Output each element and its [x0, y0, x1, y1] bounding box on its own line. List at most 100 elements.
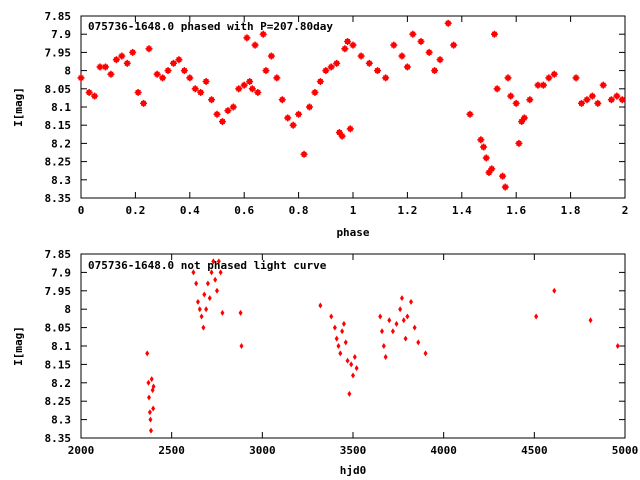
data-point — [382, 74, 390, 82]
data-point — [148, 427, 153, 434]
data-point — [450, 41, 458, 49]
data-point — [209, 269, 214, 276]
data-point — [477, 136, 485, 144]
data-point — [300, 150, 308, 158]
data-point — [146, 379, 151, 386]
data-point — [349, 41, 357, 49]
y-axis-label: I[mag] — [12, 326, 25, 366]
data-point — [550, 70, 558, 78]
data-point — [409, 30, 417, 38]
data-point — [204, 306, 209, 313]
data-point — [205, 280, 210, 287]
data-point — [202, 291, 207, 298]
phased-light-curve-chart: 0 0.2 0.4 0.6 0.8 1 1.2 1.4 1.6 1.8 2 7.85 7.9 7.95 8… — [12, 10, 628, 239]
data-point — [251, 41, 259, 49]
data-point — [488, 165, 496, 173]
data-point — [175, 56, 183, 64]
y-tick-label: 8.25 — [45, 156, 72, 169]
data-point — [101, 63, 109, 71]
data-point — [224, 107, 232, 115]
data-point — [381, 343, 386, 349]
x-tick-label: 0.6 — [234, 204, 254, 217]
y-axis-label: I[mag] — [12, 87, 25, 127]
data-point — [273, 74, 281, 82]
data-point — [220, 309, 225, 316]
x-tick-label: 1.8 — [561, 204, 581, 217]
data-point — [215, 287, 219, 294]
data-point — [599, 81, 607, 89]
data-point — [278, 96, 286, 104]
y-tick-label: 7.95 — [45, 285, 72, 298]
data-point — [164, 67, 172, 75]
y-tick-label: 8.2 — [51, 137, 71, 150]
data-point — [390, 41, 398, 49]
data-point — [338, 132, 346, 140]
data-point — [338, 350, 343, 357]
data-point — [267, 52, 275, 60]
chart-title: 075736-1648.0 phased with P=207.80day — [88, 20, 333, 33]
data-point — [343, 339, 348, 346]
data-point — [403, 63, 411, 71]
data-point — [327, 63, 335, 71]
data-point — [613, 92, 621, 100]
data-point — [207, 295, 212, 302]
y-tick-label: 8.1 — [51, 101, 71, 114]
unphased-light-curve-chart: 2000 2500 3000 3500 4000 4500 5000 7.85 7.9 7.95… — [12, 248, 638, 477]
data-point — [501, 183, 509, 191]
y-tick-label: 8.05 — [45, 322, 72, 335]
data-point — [229, 103, 237, 111]
data-point — [594, 99, 602, 107]
data-point — [409, 298, 414, 305]
data-point — [202, 78, 210, 86]
data-point — [394, 320, 399, 327]
data-point — [145, 350, 150, 357]
data-point — [398, 306, 403, 313]
data-point — [344, 37, 352, 45]
data-point — [515, 139, 523, 147]
y-tick-label: 7.85 — [45, 10, 72, 23]
y-axis-ticks: 7.85 7.9 7.95 8 8.05 8.1 8.15 8.2 8.25 8.3 8.35 — [45, 248, 625, 445]
y-tick-label: 8.2 — [51, 377, 71, 390]
data-point — [295, 110, 303, 118]
data-point — [259, 30, 267, 38]
data-point — [129, 48, 137, 56]
data-point — [334, 335, 339, 342]
data-point — [357, 52, 365, 60]
data-point — [539, 81, 547, 89]
data-point — [213, 276, 218, 283]
data-point — [248, 85, 256, 93]
data-point — [145, 45, 153, 53]
data-point — [213, 110, 221, 118]
data-point — [618, 96, 626, 104]
data-point — [336, 343, 341, 349]
y-tick-label: 8.35 — [45, 432, 72, 445]
data-point — [346, 125, 354, 133]
y-axis-ticks: 7.85 7.9 7.95 8 8.05 8.1 8.15 8.2 8.25 8.3 8.35 — [45, 10, 625, 205]
data-point — [607, 96, 615, 104]
data-point — [332, 324, 337, 331]
data-point — [493, 85, 501, 93]
x-axis-label: hjd0 — [340, 464, 367, 477]
data-point — [383, 354, 388, 361]
data-point — [262, 67, 270, 75]
data-point — [153, 70, 161, 78]
data-points — [145, 258, 620, 434]
x-axis-label: phase — [336, 226, 369, 239]
data-point — [588, 92, 596, 100]
data-point — [107, 70, 115, 78]
data-point — [186, 74, 194, 82]
x-axis-ticks: 2000 2500 3000 3500 4000 4500 5000 — [68, 254, 638, 457]
x-tick-label: 2000 — [68, 444, 95, 457]
data-point — [199, 313, 204, 320]
data-point — [151, 405, 156, 412]
data-point — [148, 416, 153, 423]
data-point — [289, 121, 297, 129]
data-point — [216, 258, 221, 265]
data-point — [118, 52, 126, 60]
data-point — [341, 320, 346, 327]
data-point — [335, 128, 343, 136]
data-point — [322, 67, 330, 75]
data-point — [480, 143, 488, 151]
x-tick-label: 0.2 — [125, 204, 145, 217]
y-tick-label: 7.9 — [51, 266, 71, 279]
